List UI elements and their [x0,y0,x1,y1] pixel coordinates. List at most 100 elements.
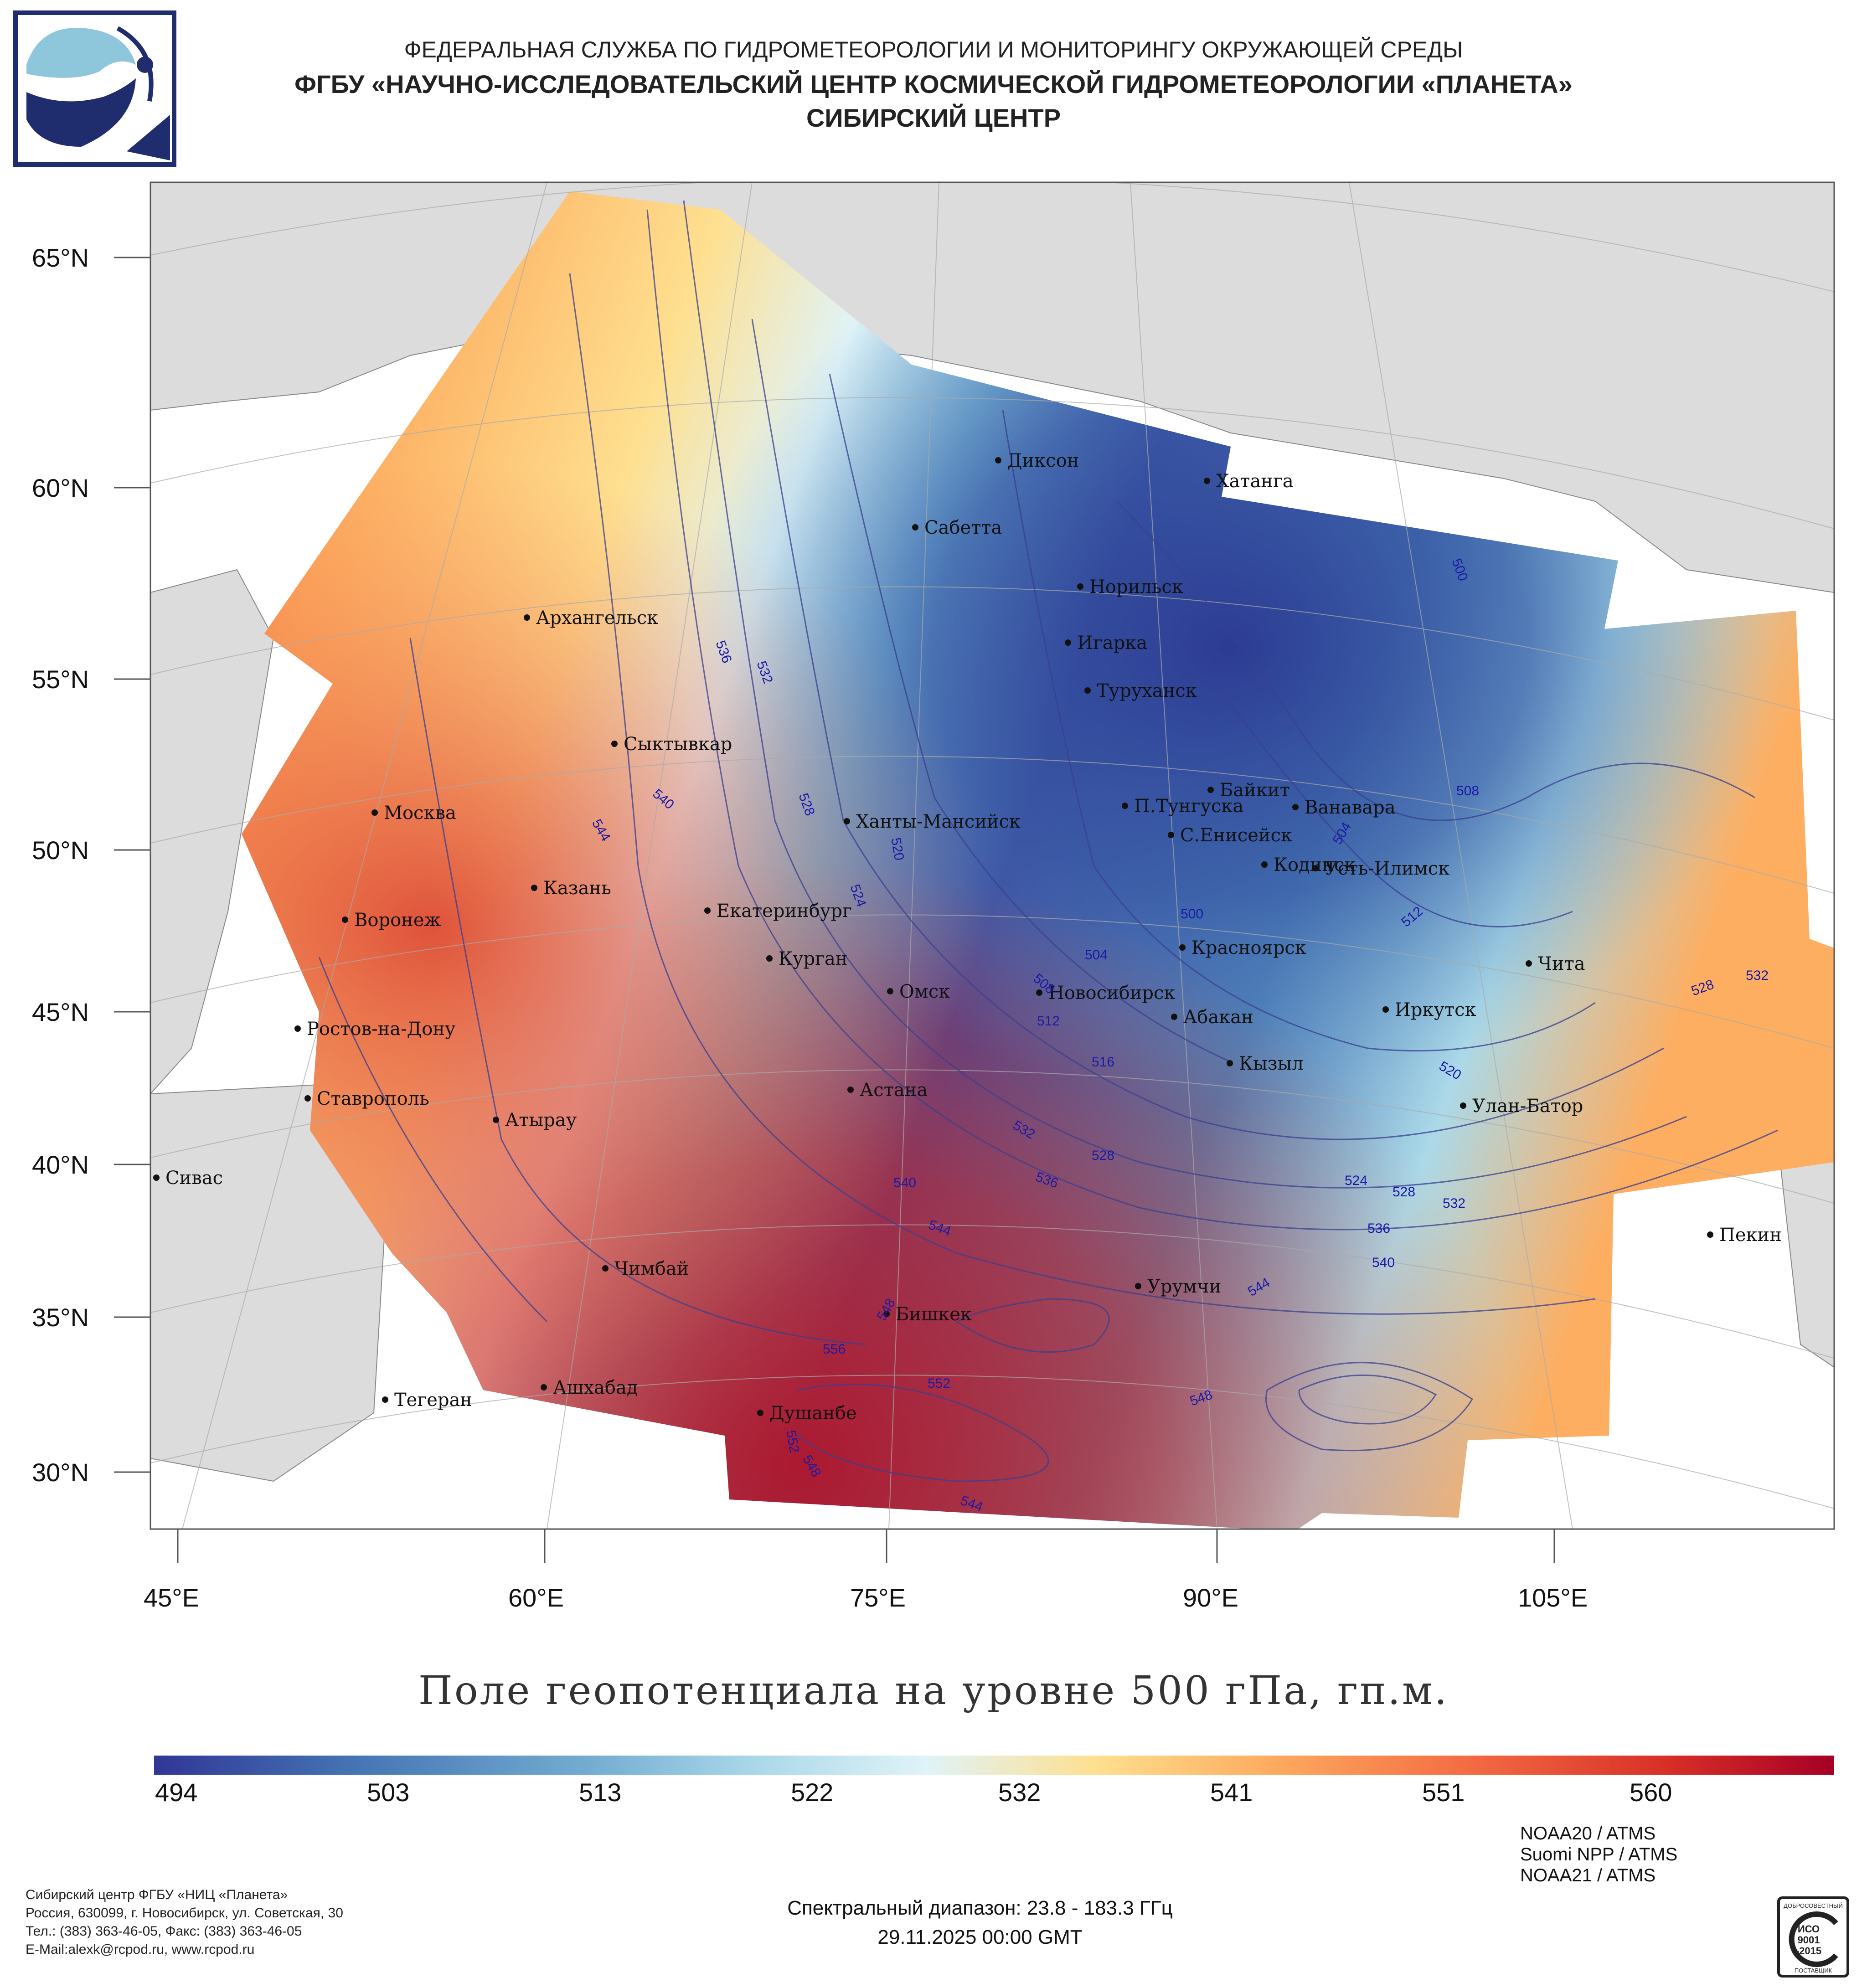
satellite-item: NOAA20 / ATMS [1520,1823,1656,1844]
graticule [150,182,1834,1529]
city-marker: Абакан [1171,1007,1253,1028]
svg-text:Душанбе: Душанбе [769,1403,857,1424]
city-marker: Сабетта [912,517,1002,538]
iso-certificate-icon: ДОБРОСОВЕСТНЫЙ ИСО 9001 -2015 ПОСТАВЩИК [1777,1896,1849,1978]
colorbar-tick: 541 [1210,1778,1253,1807]
svg-text:Норильск: Норильск [1089,577,1183,597]
datetime: 29.11.2025 00:00 GMT [877,1926,1083,1948]
colorbar [154,1756,1834,1775]
lat-label: 45°N [32,998,89,1026]
svg-text:532: 532 [1746,968,1769,983]
lon-label: 45°E [144,1583,199,1612]
svg-text:512: 512 [1037,1014,1060,1029]
svg-text:Бишкек: Бишкек [896,1304,972,1325]
svg-text:Байкит: Байкит [1220,780,1290,801]
lon-axis: 45°E 60°E 75°E 90°E 105°E [144,1529,1588,1612]
planeta-logo-icon [13,10,176,167]
svg-text:Пекин: Пекин [1719,1225,1782,1246]
svg-text:504: 504 [1085,948,1108,963]
city-marker: Ростов-на-Дону [294,1019,456,1040]
svg-text:Архангельск: Архангельск [536,608,658,628]
svg-text:Омск: Омск [899,981,950,1002]
svg-text:Ашхабад: Ашхабад [553,1377,638,1398]
city-marker: Казань [531,878,611,899]
city-marker: Кодинск [1261,855,1356,876]
satellite-list: NOAA20 / ATMS Suomi NPP / ATMS NOAA21 / … [1520,1823,1677,1886]
svg-text:Курган: Курган [779,948,848,969]
city-marker: Москва [371,803,456,824]
svg-text:Чита: Чита [1538,953,1585,974]
product-info: Спектральный диапазон: 23.8 - 183.3 ГГц … [593,1894,1367,1952]
svg-text:Воронеж: Воронеж [354,910,441,931]
city-marker: С.Енисейск [1168,825,1292,846]
svg-text:Урумчи: Урумчи [1147,1276,1221,1297]
svg-text:Атырау: Атырау [505,1110,577,1131]
svg-text:Астана: Астана [860,1080,928,1101]
svg-text:Усть-Илимск: Усть-Илимск [1325,858,1449,879]
city-marker: Пекин [1707,1225,1782,1246]
lat-label: 50°N [32,836,89,865]
lat-label: 55°N [32,665,89,694]
city-marker: Туруханск [1084,680,1197,701]
svg-text:Сивас: Сивас [165,1168,223,1189]
org-name: Сибирский центр ФГБУ «НИЦ «Планета» [26,1887,288,1902]
city-marker: Кызыл [1227,1053,1304,1074]
header-agency: ФЕДЕРАЛЬНАЯ СЛУЖБА ПО ГИДРОМЕТЕОРОЛОГИИ … [404,37,1463,62]
svg-text:Иркутск: Иркутск [1395,999,1476,1020]
svg-text:Туруханск: Туруханск [1097,680,1197,701]
colorbar-tick: 494 [155,1778,198,1807]
lat-label: 65°N [32,243,89,272]
europe-land [150,569,274,1095]
svg-text:ДОБРОСОВЕСТНЫЙ: ДОБРОСОВЕСТНЫЙ [1784,1902,1843,1909]
contact-info: Сибирский центр ФГБУ «НИЦ «Планета» Росс… [26,1886,343,1959]
svg-text:Ханты-Мансийск: Ханты-Мансийск [856,811,1021,832]
svg-text:540: 540 [893,1175,916,1190]
city-marker: Иркутск [1382,999,1476,1020]
city-marker: Архангельск [524,608,658,628]
svg-text:Екатеринбург: Екатеринбург [717,901,852,922]
svg-text:С.Енисейск: С.Енисейск [1180,825,1292,846]
city-marker: Норильск [1077,577,1183,597]
lat-axis: 65°N 60°N 55°N 50°N 45°N 40°N 35°N 30°N [32,243,150,1487]
colorbar-tick: 551 [1422,1778,1465,1807]
city-marker: Сивас [153,1168,223,1189]
colorbar-tick: 513 [579,1778,622,1807]
svg-text:Красноярск: Красноярск [1191,937,1306,958]
satellite-item: NOAA21 / ATMS [1520,1865,1656,1885]
svg-text:Игарка: Игарка [1077,633,1147,654]
colorbar-tick: 503 [367,1778,410,1807]
city-marker: Чимбай [602,1258,689,1279]
lon-label: 105°E [1518,1583,1588,1612]
lon-label: 75°E [850,1583,906,1612]
svg-text:-2015: -2015 [1796,1945,1821,1957]
city-marker: Новосибирск [1036,983,1175,1004]
svg-text:ПОСТАВЩИК: ПОСТАВЩИК [1795,1967,1832,1974]
city-marker: Екатеринбург [704,901,852,922]
cities: Диксон Хатанга Сабетта Норильск Архангел… [153,450,1782,1424]
lat-label: 35°N [32,1303,89,1332]
org-phone: Тел.: (383) 363-46-05, Факс: (383) 363-4… [26,1924,302,1939]
city-marker: Душанбе [757,1403,857,1424]
city-marker: П.Тунгуска [1122,796,1243,817]
svg-text:556: 556 [823,1342,846,1357]
svg-text:524: 524 [1345,1173,1367,1188]
svg-text:Диксон: Диксон [1007,450,1079,471]
header-institution: ФГБУ «НАУЧНО-ИССЛЕДОВАТЕЛЬСКИЙ ЦЕНТР КОС… [294,70,1573,98]
city-marker: Игарка [1065,633,1147,654]
city-marker: Курган [766,948,848,969]
contour-lines [318,200,1778,1482]
city-marker: Хатанга [1204,471,1294,492]
svg-text:Хатанга: Хатанга [1216,471,1294,492]
colorbar-tick: 532 [998,1778,1041,1807]
svg-text:Кызыл: Кызыл [1239,1053,1304,1074]
svg-text:П.Тунгуска: П.Тунгуска [1134,796,1243,817]
svg-text:552: 552 [928,1376,950,1391]
city-marker: Астана [847,1080,928,1101]
svg-text:528: 528 [1393,1185,1415,1200]
city-marker: Воронеж [342,910,441,931]
spectral-range: Спектральный диапазон: 23.8 - 183.3 ГГц [787,1897,1173,1919]
city-marker: Ванавара [1292,797,1396,818]
svg-text:Кодинск: Кодинск [1274,855,1356,876]
lat-label: 40°N [32,1150,89,1179]
